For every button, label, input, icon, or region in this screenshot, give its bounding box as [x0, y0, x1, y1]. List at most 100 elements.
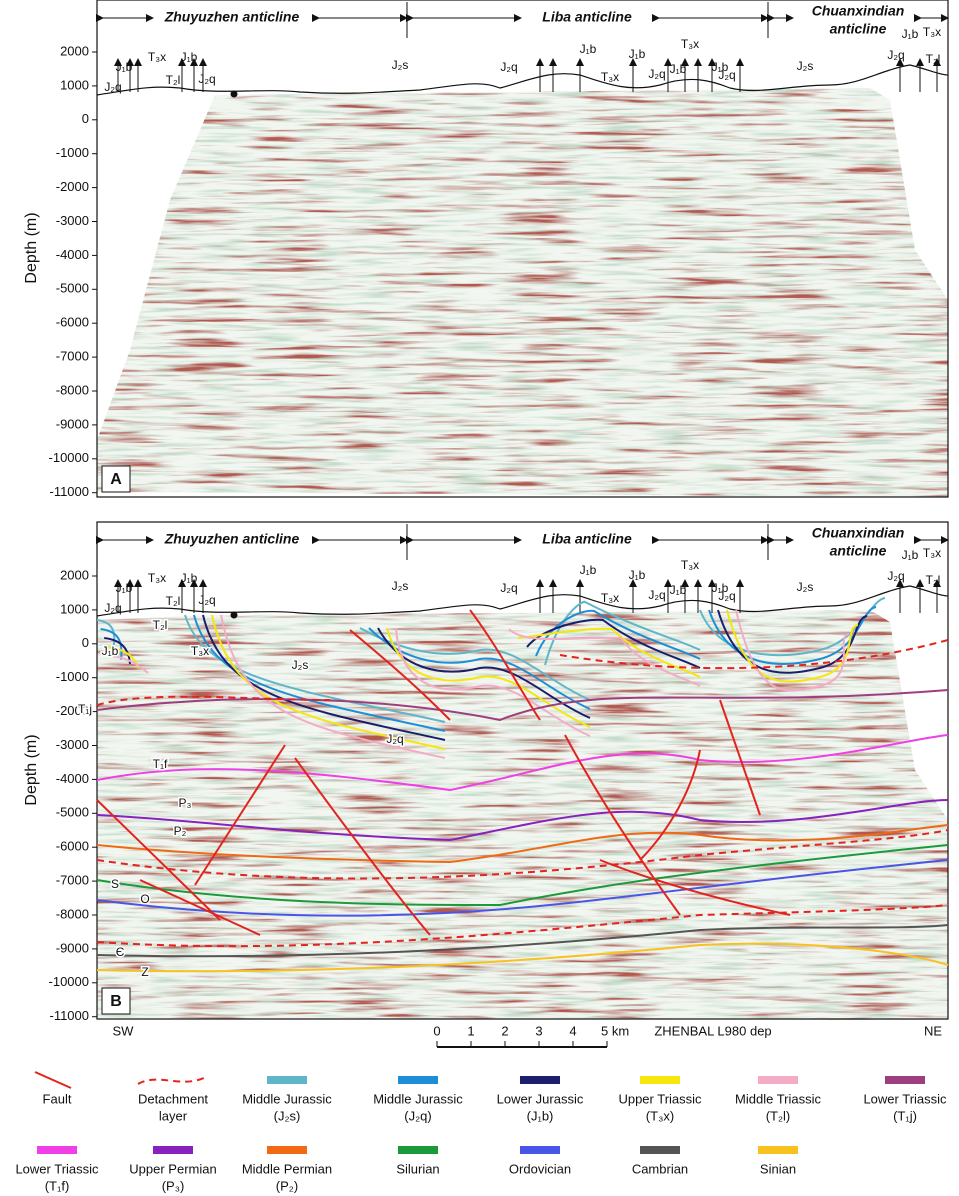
formation-label: J₁b: [902, 27, 919, 41]
y-tick-label: 2000: [60, 567, 89, 582]
horizon: [359, 627, 591, 701]
formation-label: J₂s: [392, 58, 409, 72]
fault: [599, 859, 791, 916]
formation-label: T₃x: [923, 25, 941, 39]
horizon-label: J₁b: [102, 644, 119, 658]
legend-swatch: [520, 1076, 560, 1084]
horizon: [193, 614, 446, 732]
anticline-name: Liba anticline: [542, 9, 632, 25]
y-tick-label: 2000: [60, 43, 89, 58]
anticline-name: Liba anticline: [542, 531, 632, 547]
line-name: ZHENBAL L980 dep: [654, 1023, 771, 1038]
legend-label: (J₁b): [527, 1108, 554, 1123]
legend-label: Lower Triassic: [15, 1161, 99, 1176]
formation-label: J₁b: [580, 563, 597, 577]
anticline-name: Zhuyuzhen anticline: [164, 531, 300, 547]
anticline-name: anticline: [830, 543, 887, 559]
y-tick-label: -9000: [56, 940, 89, 955]
horizon: [184, 614, 446, 723]
legend-swatch: [758, 1076, 798, 1084]
formation-label: J₂q: [887, 48, 904, 62]
horizon: [96, 924, 949, 958]
formation-label: T₃x: [681, 558, 699, 572]
fault: [639, 749, 701, 861]
formation-label: J₂s: [797, 59, 814, 73]
fault: [564, 734, 681, 916]
detachment: [96, 904, 949, 948]
legend-label: Sinian: [760, 1161, 796, 1176]
panel-letter: B: [110, 993, 122, 1010]
formation-label: J₁b: [712, 60, 729, 74]
horizon: [517, 627, 701, 678]
legend-label: Upper Triassic: [618, 1091, 702, 1106]
formation-label: J₁b: [181, 571, 198, 585]
topography: [96, 585, 949, 617]
y-tick-label: -7000: [56, 873, 89, 888]
formation-label: J₂q: [198, 593, 215, 607]
legend-swatch: [398, 1076, 438, 1084]
y-tick-label: -6000: [56, 839, 89, 854]
horizon: [395, 627, 591, 737]
legend-label: Middle Jurassic: [373, 1091, 463, 1106]
side-label: SW: [113, 1023, 135, 1038]
anticline-name: Zhuyuzhen anticline: [164, 9, 300, 25]
formation-label: J₁b: [902, 548, 919, 562]
anticline-name: Chuanxindian: [812, 525, 905, 541]
formation-label: J₁b: [670, 62, 687, 76]
legend-swatch: [37, 1146, 77, 1154]
fault: [719, 699, 761, 816]
panel-letter-box: [101, 465, 131, 493]
formation-label: T₃x: [601, 591, 619, 605]
legend-label: Detachment: [138, 1091, 208, 1106]
legend-label: Upper Permian: [129, 1161, 216, 1176]
horizon: [717, 609, 868, 674]
y-axis-label: Depth (m): [23, 212, 40, 283]
y-tick-label: -10000: [49, 974, 89, 989]
horizon-label: P₂: [174, 824, 187, 838]
legend-swatch: [267, 1076, 307, 1084]
well-site: [230, 90, 238, 98]
formation-label: J₁b: [116, 581, 133, 595]
y-tick-label: -2000: [56, 703, 89, 718]
seismic-a: [97, 88, 948, 497]
horizon-label: T₃x: [191, 644, 209, 658]
legend-label: (P₂): [276, 1178, 298, 1193]
fault: [349, 629, 451, 721]
horizon: [96, 859, 949, 917]
horizon-label: S: [111, 877, 119, 891]
formation-label: T₃x: [923, 546, 941, 560]
formation-label: J₂q: [648, 588, 665, 602]
formation-label: T₃x: [148, 571, 166, 585]
formation-label: J₂q: [887, 569, 904, 583]
horizon: [96, 844, 949, 907]
formation-label: J₂q: [500, 581, 517, 595]
legend-swatch: [640, 1076, 680, 1084]
formation-label: J₁b: [580, 42, 597, 56]
y-tick-label: 1000: [60, 77, 89, 92]
legend-label: Middle Permian: [242, 1161, 332, 1176]
y-tick-label: -5000: [56, 281, 89, 296]
scale-label: 3: [535, 1023, 542, 1038]
horizon: [220, 614, 446, 759]
y-tick-label: -4000: [56, 247, 89, 262]
legend-swatch: [758, 1146, 798, 1154]
formation-label: J₁b: [181, 50, 198, 64]
y-axis-label: Depth (m): [23, 734, 40, 805]
fault: [194, 744, 286, 886]
panel-frame: [96, 521, 949, 1020]
fault: [139, 879, 261, 936]
y-tick-label: -11000: [49, 484, 89, 499]
horizon-label: Z: [141, 965, 148, 979]
formation-label: J₁b: [116, 60, 133, 74]
horizon: [96, 799, 949, 842]
horizon: [96, 824, 949, 864]
horizon: [544, 600, 701, 666]
interpretation: J₂s J₂q T₂l J₁b T₃x T₁j T₁f P₃ P₂ S O Є Z: [76, 597, 949, 981]
horizon: [508, 628, 701, 687]
y-tick-label: 1000: [60, 601, 89, 616]
formation-label: J₁b: [712, 581, 729, 595]
formation-label: J₁b: [629, 568, 646, 582]
formation-label: J₂q: [718, 589, 735, 603]
horizon-label: T₁j: [78, 702, 92, 716]
